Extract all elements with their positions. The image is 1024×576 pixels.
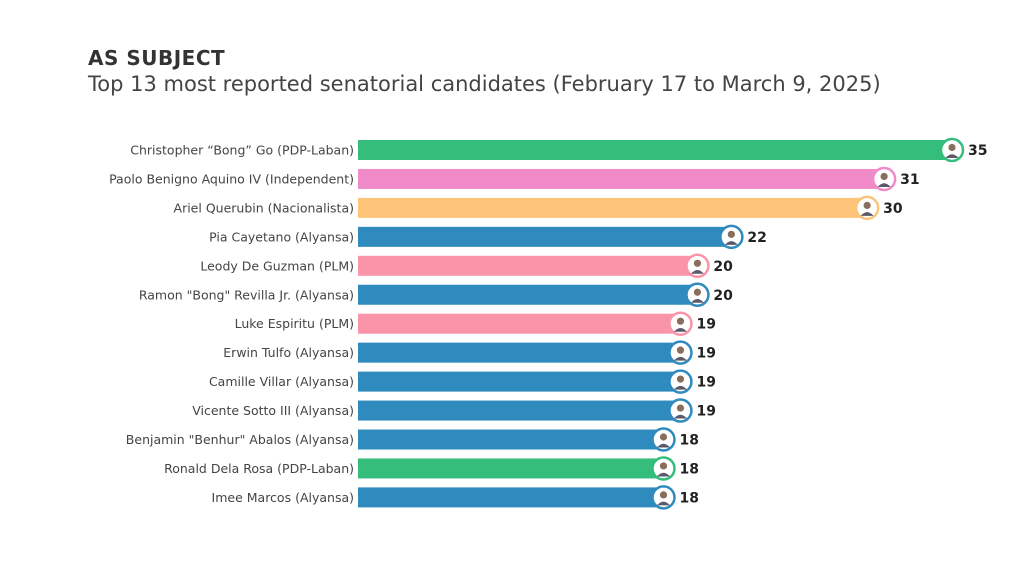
bar: [358, 284, 698, 305]
bar-row: Ariel Querubin (Nacionalista) 30: [174, 195, 903, 221]
bar-row: Ramon "Bong" Revilla Jr. (Alyansa) 20: [139, 282, 733, 307]
bar-row: Paolo Benigno Aquino IV (Independent) 31: [109, 166, 920, 192]
bar-row: Leody De Guzman (PLM) 20: [200, 253, 733, 279]
bar: [358, 168, 885, 189]
bar: [358, 313, 681, 334]
bar-row: Camille Villar (Alyansa) 19: [209, 369, 716, 394]
category-label: Imee Marcos (Alyansa): [212, 490, 354, 505]
value-label: 19: [696, 346, 715, 362]
candidate-avatar-icon: [668, 311, 693, 336]
candidate-avatar-icon: [651, 485, 676, 510]
candidate-avatar-icon: [719, 224, 744, 250]
candidate-avatar-icon: [939, 137, 965, 163]
candidate-avatar-icon: [854, 195, 880, 221]
bar-row: Ronald Dela Rosa (PDP-Laban) 18: [164, 456, 699, 481]
candidate-avatar-icon: [668, 369, 693, 394]
bar: [358, 429, 664, 450]
bar-row: Luke Espiritu (PLM) 19: [235, 311, 716, 336]
value-label: 19: [696, 404, 715, 420]
candidate-avatar-icon: [651, 427, 676, 452]
candidate-avatar-icon: [668, 340, 693, 365]
candidate-avatar-icon: [871, 166, 897, 192]
chart-title: AS SUBJECT: [88, 46, 226, 70]
bar: [358, 458, 664, 479]
value-label: 31: [900, 172, 919, 188]
bar-row: Imee Marcos (Alyansa) 18: [212, 485, 699, 510]
category-label: Ariel Querubin (Nacionalista): [174, 200, 354, 215]
category-label: Benjamin "Benhur" Abalos (Alyansa): [126, 432, 354, 447]
value-label: 20: [713, 288, 733, 304]
bar-row: Erwin Tulfo (Alyansa) 19: [223, 340, 716, 365]
candidate-avatar-icon: [685, 253, 710, 279]
value-label: 19: [696, 317, 715, 333]
bar: [358, 140, 952, 160]
category-label: Paolo Benigno Aquino IV (Independent): [109, 171, 354, 186]
value-label: 19: [696, 375, 715, 391]
category-label: Ronald Dela Rosa (PDP-Laban): [164, 461, 354, 476]
category-label: Camille Villar (Alyansa): [209, 374, 354, 389]
category-label: Ramon "Bong" Revilla Jr. (Alyansa): [139, 287, 354, 302]
bar: [358, 255, 698, 276]
bar: [358, 400, 681, 421]
value-label: 18: [679, 461, 698, 477]
value-label: 35: [968, 143, 987, 159]
value-label: 18: [679, 490, 698, 506]
candidate-avatar-icon: [685, 282, 710, 307]
bar-row: Christopher “Bong” Go (PDP-Laban) 35: [130, 137, 987, 163]
bar: [358, 371, 681, 392]
bar: [358, 487, 664, 508]
bar: [358, 226, 732, 247]
value-label: 30: [883, 201, 903, 217]
candidate-avatar-icon: [651, 456, 676, 481]
category-label: Vicente Sotto III (Alyansa): [192, 403, 354, 418]
category-label: Christopher “Bong” Go (PDP-Laban): [130, 143, 354, 158]
bar: [358, 342, 681, 363]
value-label: 18: [679, 433, 698, 449]
category-label: Erwin Tulfo (Alyansa): [223, 345, 354, 360]
bar: [358, 197, 868, 218]
bar-row: Vicente Sotto III (Alyansa) 19: [192, 398, 716, 423]
category-label: Pia Cayetano (Alyansa): [209, 229, 354, 244]
candidate-avatar-icon: [668, 398, 693, 423]
value-label: 20: [713, 259, 733, 275]
bar-row: Benjamin "Benhur" Abalos (Alyansa) 18: [126, 427, 699, 452]
bar-row: Pia Cayetano (Alyansa) 22: [209, 224, 767, 250]
chart-subtitle: Top 13 most reported senatorial candidat…: [88, 72, 881, 96]
value-label: 22: [747, 230, 766, 246]
category-label: Luke Espiritu (PLM): [235, 316, 354, 331]
category-label: Leody De Guzman (PLM): [200, 258, 354, 273]
